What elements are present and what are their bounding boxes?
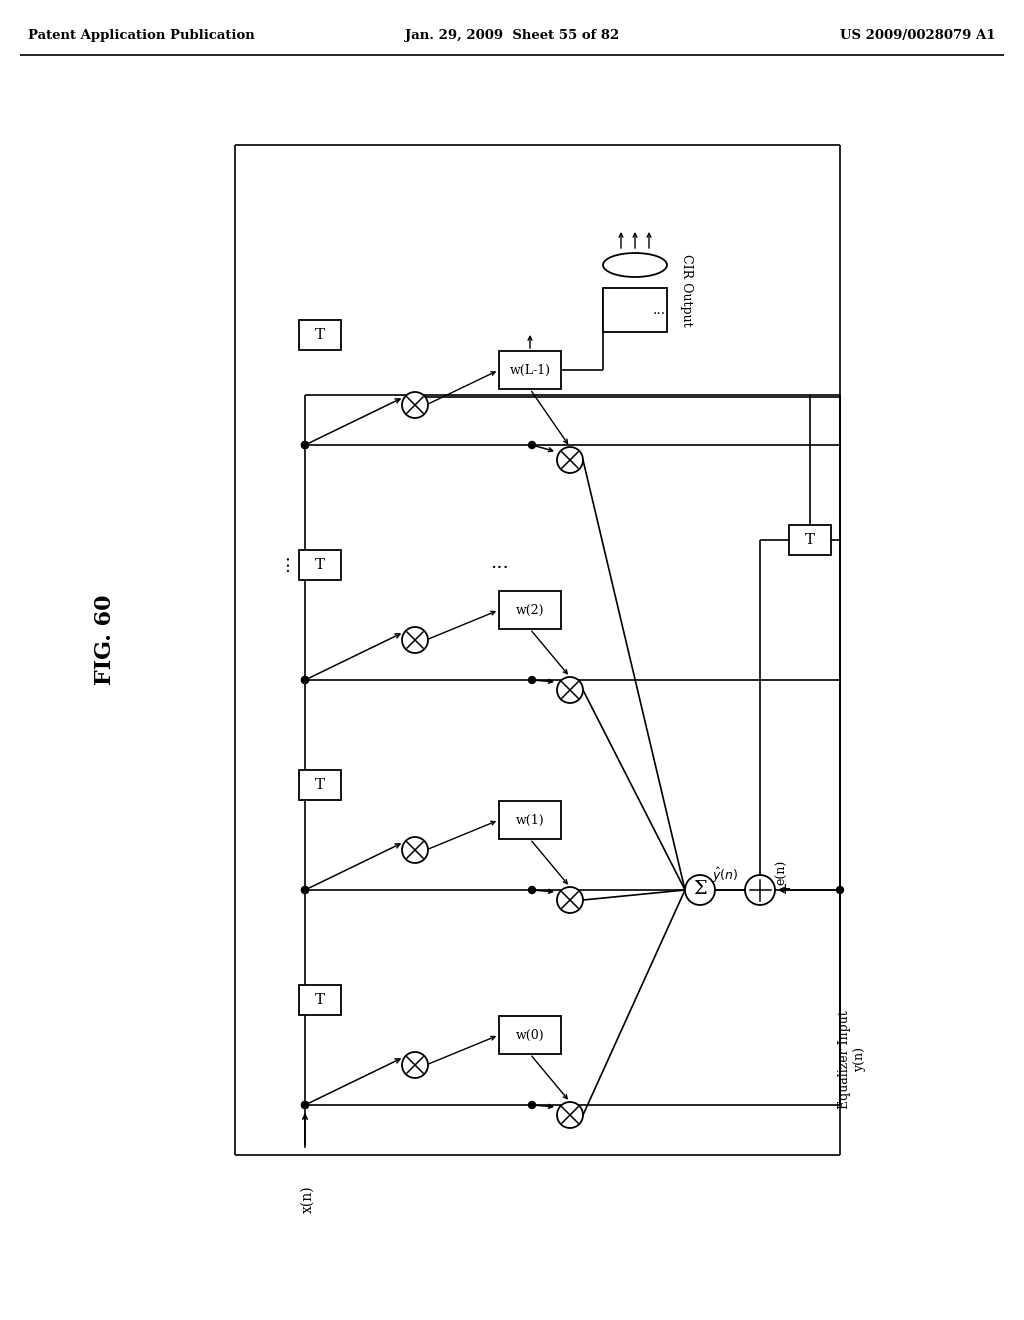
FancyBboxPatch shape [499, 1016, 561, 1053]
Text: FIG. 60: FIG. 60 [94, 595, 116, 685]
Text: +: + [778, 883, 791, 898]
Circle shape [837, 887, 844, 894]
Text: T: T [315, 993, 325, 1007]
FancyBboxPatch shape [499, 801, 561, 840]
Circle shape [301, 887, 308, 894]
FancyBboxPatch shape [790, 525, 831, 554]
Circle shape [402, 837, 428, 863]
Text: w(1): w(1) [516, 813, 545, 826]
Text: T: T [805, 533, 815, 546]
Circle shape [557, 447, 583, 473]
FancyBboxPatch shape [499, 351, 561, 389]
Text: Equalizer Input
y(n): Equalizer Input y(n) [838, 1011, 866, 1109]
Circle shape [301, 676, 308, 684]
Text: x(n): x(n) [300, 1185, 314, 1213]
Text: $\hat{y}(n)$: $\hat{y}(n)$ [712, 866, 738, 884]
Text: T: T [315, 327, 325, 342]
FancyBboxPatch shape [499, 591, 561, 630]
Text: w(2): w(2) [516, 603, 544, 616]
FancyBboxPatch shape [603, 288, 667, 333]
Text: ...: ... [490, 553, 509, 572]
Circle shape [301, 887, 308, 894]
Circle shape [528, 676, 536, 684]
Circle shape [557, 1102, 583, 1129]
Circle shape [745, 875, 775, 906]
Circle shape [301, 441, 308, 449]
Circle shape [402, 392, 428, 418]
Text: w(L-1): w(L-1) [510, 363, 551, 376]
Circle shape [557, 887, 583, 913]
Text: ...: ... [653, 304, 667, 317]
FancyBboxPatch shape [299, 770, 341, 800]
FancyBboxPatch shape [299, 319, 341, 350]
Text: CIR Output: CIR Output [680, 253, 693, 326]
Text: US 2009/0028079 A1: US 2009/0028079 A1 [841, 29, 996, 41]
Text: T: T [315, 777, 325, 792]
FancyBboxPatch shape [299, 550, 341, 579]
Text: T: T [315, 558, 325, 572]
Ellipse shape [603, 253, 667, 277]
Circle shape [402, 627, 428, 653]
Text: Patent Application Publication: Patent Application Publication [28, 29, 255, 41]
Text: w(0): w(0) [516, 1028, 545, 1041]
Text: Jan. 29, 2009  Sheet 55 of 82: Jan. 29, 2009 Sheet 55 of 82 [404, 29, 620, 41]
Circle shape [301, 1101, 308, 1109]
Circle shape [685, 875, 715, 906]
Circle shape [557, 677, 583, 704]
Circle shape [301, 676, 308, 684]
Circle shape [301, 441, 308, 449]
FancyBboxPatch shape [299, 985, 341, 1015]
Circle shape [301, 1101, 308, 1109]
Circle shape [528, 441, 536, 449]
Text: ...: ... [274, 553, 292, 572]
Circle shape [402, 1052, 428, 1078]
Text: Σ: Σ [693, 880, 707, 898]
Circle shape [528, 1101, 536, 1109]
Text: e(n): e(n) [775, 859, 788, 884]
Circle shape [528, 887, 536, 894]
